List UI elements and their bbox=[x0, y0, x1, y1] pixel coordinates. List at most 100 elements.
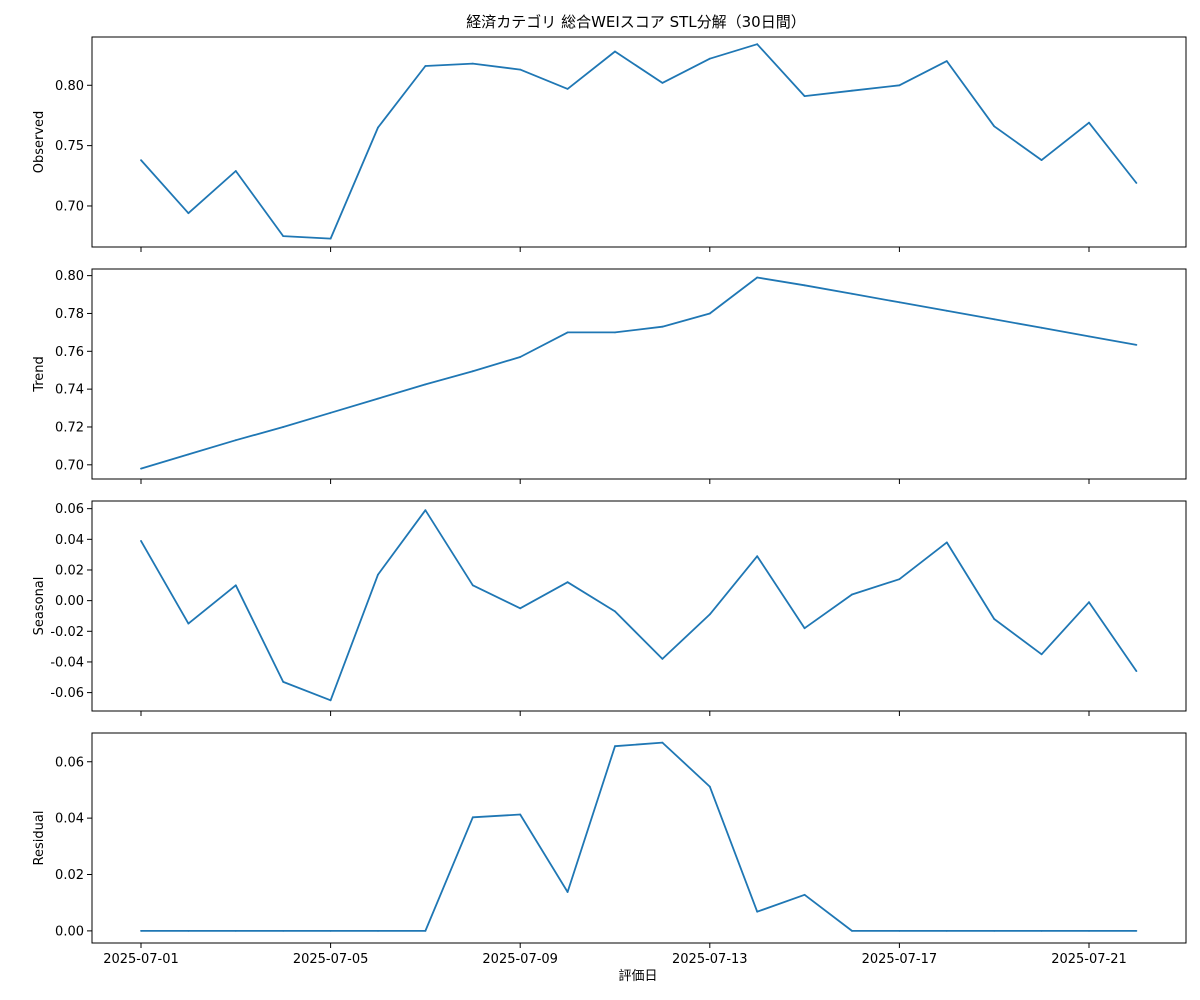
data-point bbox=[187, 930, 190, 932]
data-point bbox=[519, 607, 522, 610]
data-point bbox=[1135, 670, 1138, 672]
y-tick-label: 0.00 bbox=[55, 924, 84, 939]
data-point bbox=[898, 930, 901, 932]
data-point bbox=[282, 930, 285, 932]
data-point bbox=[614, 50, 616, 53]
data-point bbox=[234, 170, 237, 172]
data-point bbox=[424, 509, 427, 512]
y-tick-label: 0.02 bbox=[55, 563, 84, 578]
data-point bbox=[1135, 182, 1138, 184]
y-tick-label: 0.04 bbox=[55, 812, 84, 827]
y-tick-label: 0.00 bbox=[55, 594, 84, 609]
data-point bbox=[1088, 601, 1090, 604]
data-point bbox=[329, 237, 332, 240]
data-point bbox=[708, 57, 711, 60]
data-point bbox=[993, 930, 996, 932]
data-point bbox=[661, 658, 664, 660]
data-point bbox=[756, 555, 759, 558]
y-tick-label: 0.74 bbox=[55, 383, 84, 398]
data-point bbox=[140, 930, 142, 932]
data-point bbox=[756, 43, 759, 46]
y-tick-label: 0.70 bbox=[55, 199, 84, 214]
data-point bbox=[1088, 335, 1090, 338]
y-tick-label: 0.02 bbox=[55, 868, 84, 883]
data-point bbox=[471, 370, 474, 373]
y-axis-label: Trend bbox=[32, 356, 47, 393]
data-point bbox=[519, 356, 522, 358]
data-point bbox=[282, 235, 285, 238]
data-point bbox=[1135, 344, 1138, 346]
data-point bbox=[377, 397, 379, 400]
data-point bbox=[614, 745, 616, 748]
data-point bbox=[756, 910, 759, 913]
y-tick-label: 0.80 bbox=[55, 79, 84, 94]
data-point bbox=[282, 426, 285, 428]
series-line-residual bbox=[141, 741, 1137, 932]
y-axis-label: Seasonal bbox=[32, 577, 47, 636]
y-tick-label: -0.06 bbox=[50, 686, 84, 701]
data-point bbox=[945, 930, 948, 932]
data-point bbox=[471, 816, 474, 819]
data-point bbox=[851, 930, 853, 932]
data-point bbox=[187, 622, 190, 625]
y-tick-label: 0.70 bbox=[55, 458, 84, 473]
data-point bbox=[282, 681, 285, 683]
data-point bbox=[187, 453, 190, 456]
data-point bbox=[851, 593, 853, 596]
data-point bbox=[993, 318, 996, 321]
data-point bbox=[471, 62, 474, 65]
y-axis-label: Residual bbox=[32, 811, 47, 866]
data-point bbox=[234, 584, 237, 587]
chart-title: 経済カテゴリ 総合WEIスコア STL分解（30日間） bbox=[466, 13, 805, 31]
data-point bbox=[234, 930, 237, 932]
data-point bbox=[945, 309, 948, 312]
data-point bbox=[140, 159, 142, 162]
data-point bbox=[614, 331, 616, 334]
y-tick-label: 0.72 bbox=[55, 420, 84, 435]
y-axis-label: Observed bbox=[32, 111, 47, 174]
y-tick-label: 0.76 bbox=[55, 345, 84, 360]
data-point bbox=[661, 741, 664, 744]
panel-seasonal: -0.06 -0.04 -0.02 0.00 0.02 0.04 0.06 Seasonal bbox=[32, 500, 1187, 716]
data-point bbox=[851, 292, 853, 295]
y-tick-label: 0.75 bbox=[55, 139, 84, 154]
data-point bbox=[803, 284, 806, 287]
x-tick-label: 2025-07-01 bbox=[103, 952, 179, 967]
data-point bbox=[898, 578, 901, 581]
data-point bbox=[234, 439, 237, 442]
data-point bbox=[898, 84, 901, 87]
data-point bbox=[661, 325, 664, 328]
data-point bbox=[803, 893, 806, 896]
panel-observed: 0.70 0.75 0.80 Observed bbox=[32, 36, 1187, 252]
series-line-observed bbox=[140, 43, 1138, 240]
data-point bbox=[329, 411, 332, 414]
y-tick-label: 0.06 bbox=[55, 502, 84, 517]
panels: 0.70 0.75 0.80 Observed 0.70 0.72 0.74 0.76 0.78… bbox=[32, 36, 1187, 967]
y-tick-label: -0.04 bbox=[50, 655, 84, 670]
data-point bbox=[329, 930, 332, 932]
data-point bbox=[424, 65, 427, 67]
data-point bbox=[566, 581, 569, 584]
data-point bbox=[993, 125, 996, 128]
y-tick-label: 0.04 bbox=[55, 533, 84, 548]
data-point bbox=[519, 68, 522, 71]
panel-trend: 0.70 0.72 0.74 0.76 0.78 0.80 Trend bbox=[32, 268, 1187, 484]
data-point bbox=[993, 618, 996, 620]
data-point bbox=[140, 467, 142, 470]
x-tick-label: 2025-07-21 bbox=[1051, 952, 1127, 967]
data-point bbox=[471, 584, 474, 587]
data-point bbox=[566, 891, 569, 893]
data-point bbox=[187, 212, 190, 215]
data-point bbox=[1088, 930, 1090, 932]
data-point bbox=[140, 540, 142, 542]
x-tick-label: 2025-07-17 bbox=[862, 952, 938, 967]
y-tick-label: 0.78 bbox=[55, 307, 84, 322]
data-point bbox=[1088, 121, 1090, 124]
y-tick-label: 0.06 bbox=[55, 755, 84, 770]
data-point bbox=[1040, 326, 1043, 329]
x-axis-label: 評価日 bbox=[618, 969, 657, 984]
series-line-trend bbox=[140, 276, 1137, 470]
panel-frame bbox=[91, 268, 1187, 480]
data-point bbox=[708, 785, 711, 788]
